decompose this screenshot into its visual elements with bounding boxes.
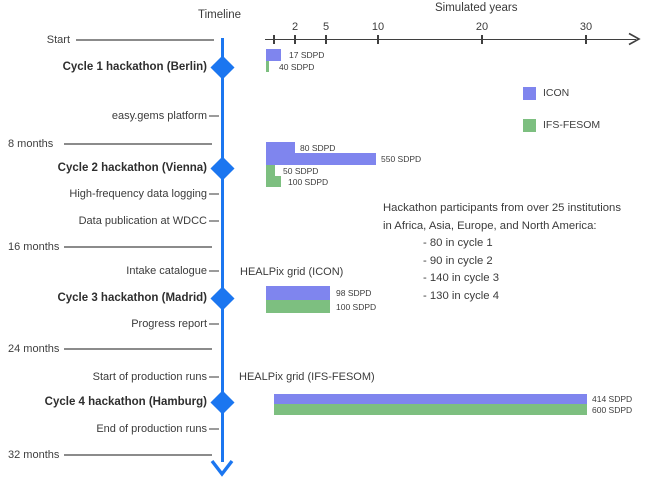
legend-label-icon: ICON bbox=[543, 87, 570, 99]
axis-arrow-right-icon bbox=[628, 32, 641, 46]
timeline-event-label: Progress report bbox=[131, 318, 207, 330]
axis-tick-label: 2 bbox=[291, 21, 299, 33]
timeline-month-label: 8 months bbox=[8, 138, 54, 150]
timeline-header: Timeline bbox=[198, 9, 242, 21]
axis-tick bbox=[377, 34, 379, 44]
bar-value-label: 550 SDPD bbox=[381, 154, 422, 164]
event-connector-line bbox=[209, 220, 219, 222]
timeline-month-label: 16 months bbox=[8, 241, 60, 253]
event-connector-line bbox=[209, 193, 219, 195]
bar-ifs-fesom bbox=[274, 404, 587, 415]
timeline-event-label: Start of production runs bbox=[92, 371, 207, 383]
legend-swatch-ifs-fesom bbox=[523, 119, 536, 132]
participants-bullet-3: - 140 in cycle 3 bbox=[423, 272, 499, 285]
timeline-month-label: 32 months bbox=[8, 449, 60, 461]
bar-value-label: 414 SDPD bbox=[592, 394, 633, 404]
axis-tick bbox=[273, 34, 275, 44]
legend-label-ifs-fesom: IFS-FESOM bbox=[543, 119, 601, 131]
axis-tick bbox=[294, 34, 296, 44]
bar-value-label: 100 SDPD bbox=[288, 176, 329, 187]
axis-tick-label: 20 bbox=[475, 21, 489, 33]
timeline-cycle-label: Cycle 4 hackathon (Hamburg) bbox=[44, 396, 207, 408]
timeline-vertical-line bbox=[220, 38, 224, 462]
bar-ifs-fesom bbox=[266, 300, 330, 313]
timeline-cycle-label: Cycle 3 hackathon (Madrid) bbox=[57, 292, 207, 304]
event-connector-line bbox=[209, 270, 219, 272]
month-line bbox=[64, 246, 212, 248]
bar-icon bbox=[266, 286, 330, 300]
bar-icon bbox=[266, 153, 376, 165]
bar-value-label: 98 SDPD bbox=[336, 288, 372, 298]
cycle-diamond-marker bbox=[209, 54, 235, 80]
timeline-month-label: 24 months bbox=[8, 343, 60, 355]
start-line bbox=[76, 39, 214, 41]
bar-ifs-fesom bbox=[266, 165, 275, 176]
healpix-grid-label: HEALPix grid (ICON) bbox=[240, 266, 344, 278]
cycle-diamond-marker bbox=[209, 155, 235, 181]
timeline-event-label: Data publication at WDCC bbox=[78, 215, 207, 227]
bar-icon bbox=[274, 394, 587, 404]
axis-tick bbox=[585, 34, 587, 44]
month-line bbox=[64, 454, 212, 456]
participants-bullet-2: - 90 in cycle 2 bbox=[423, 254, 493, 267]
bar-value-label: 50 SDPD bbox=[283, 165, 319, 176]
participants-bullet-4: - 130 in cycle 4 bbox=[423, 289, 499, 302]
cycle-diamond-marker bbox=[209, 285, 235, 311]
axis-tick-label: 10 bbox=[371, 21, 385, 33]
bar-value-label: 80 SDPD bbox=[300, 142, 336, 153]
event-connector-line bbox=[209, 323, 219, 325]
participants-line2: in Africa, Asia, Europe, and North Ameri… bbox=[383, 219, 597, 232]
timeline-cycle-label: Cycle 1 hackathon (Berlin) bbox=[62, 61, 207, 73]
axis-title: Simulated years bbox=[435, 2, 518, 14]
timeline-event-label: easy.gems platform bbox=[111, 110, 207, 122]
participants-line1: Hackathon participants from over 25 inst… bbox=[383, 202, 621, 214]
bar-value-label: 40 SDPD bbox=[279, 61, 315, 72]
cycle-diamond-marker bbox=[209, 389, 235, 415]
timeline-arrow-down-icon bbox=[210, 459, 234, 477]
axis-tick-label: 30 bbox=[579, 21, 593, 33]
bar-ifs-fesom bbox=[266, 176, 281, 187]
timeline-event-label: High-frequency data logging bbox=[69, 188, 207, 200]
bar-value-label: 100 SDPD bbox=[336, 301, 377, 312]
participants-bullet-1: - 80 in cycle 1 bbox=[423, 237, 493, 250]
bar-icon bbox=[266, 49, 281, 61]
bar-icon bbox=[266, 142, 295, 153]
timeline-start-label: Start bbox=[46, 34, 70, 46]
legend-swatch-icon bbox=[523, 87, 536, 100]
month-line bbox=[64, 348, 212, 350]
timeline-cycle-label: Cycle 2 hackathon (Vienna) bbox=[57, 162, 207, 174]
bar-ifs-fesom bbox=[266, 61, 269, 72]
axis-tick-label: 5 bbox=[322, 21, 330, 33]
event-connector-line bbox=[209, 115, 219, 117]
bar-value-label: 17 SDPD bbox=[289, 50, 325, 60]
axis-tick bbox=[481, 34, 483, 44]
bar-value-label: 600 SDPD bbox=[592, 404, 633, 415]
timeline-event-label: Intake catalogue bbox=[126, 265, 207, 277]
timeline-event-label: End of production runs bbox=[96, 423, 207, 435]
participants-note: Hackathon participants from over 25 inst… bbox=[383, 200, 621, 306]
axis-tick bbox=[325, 34, 327, 44]
month-line bbox=[64, 143, 212, 145]
healpix-grid-label: HEALPix grid (IFS-FESOM) bbox=[239, 371, 375, 383]
event-connector-line bbox=[209, 428, 219, 430]
event-connector-line bbox=[209, 376, 219, 378]
axis-line bbox=[265, 38, 636, 41]
